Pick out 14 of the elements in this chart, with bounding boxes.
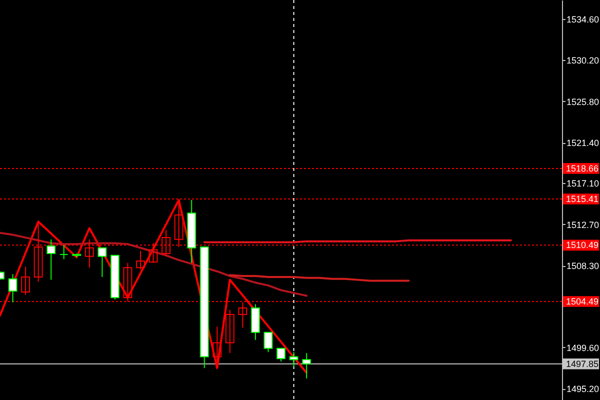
ref-line-label: 1518.66 — [566, 163, 599, 174]
y-tick-label: 1517.10 — [566, 178, 600, 189]
ref-line-label: 1497.85 — [566, 358, 599, 369]
y-tick-label: 1495.20 — [566, 384, 600, 394]
y-tick-label: 1499.60 — [566, 342, 600, 353]
y-tick-label: 1534.60 — [566, 14, 600, 24]
y-tick-label: 1521.40 — [566, 138, 600, 148]
y-tick-label: 1530.20 — [566, 56, 600, 66]
ref-line-label: 1515.41 — [566, 194, 599, 204]
y-tick-label: 1512.70 — [566, 220, 600, 230]
ref-line-label: 1510.49 — [566, 240, 599, 250]
y-tick-label: 1525.80 — [566, 96, 600, 107]
y-tick-label: 1508.30 — [566, 261, 600, 272]
ref-line-label: 1504.49 — [566, 296, 599, 306]
